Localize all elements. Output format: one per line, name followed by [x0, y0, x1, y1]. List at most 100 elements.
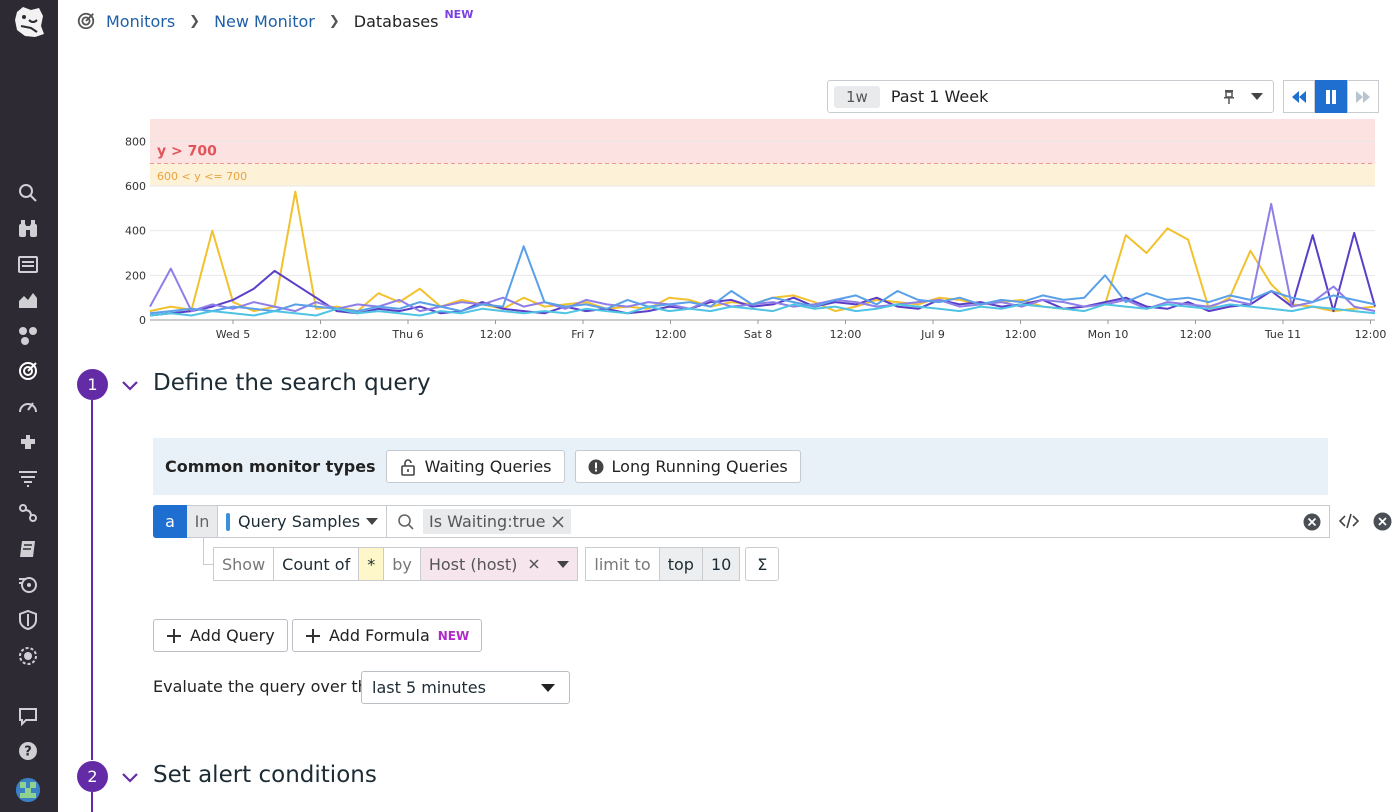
- long-running-queries-label: Long Running Queries: [611, 457, 788, 476]
- clear-icon[interactable]: [1303, 513, 1321, 531]
- help-icon[interactable]: ?: [17, 740, 39, 762]
- monitor-preview-chart: y > 700 600 < y <= 700 0 200 400 600 800 Wed 5 1…: [110, 115, 1400, 347]
- step-connector-line: [91, 792, 93, 812]
- plus-icon: [167, 628, 181, 643]
- fast-forward-icon: [1356, 90, 1370, 103]
- time-range-picker[interactable]: 1w Past 1 Week: [827, 80, 1274, 113]
- time-navigation: [1283, 80, 1379, 113]
- evaluation-window-value: last 5 minutes: [372, 678, 486, 697]
- search-icon[interactable]: [17, 182, 39, 204]
- breadcrumb-monitors-link[interactable]: Monitors: [106, 11, 176, 31]
- limit-value-input[interactable]: 10: [701, 547, 741, 581]
- step-connector-line: [91, 400, 93, 760]
- x-tick-label: Tue 11: [1264, 328, 1301, 341]
- chevron-down-icon[interactable]: [121, 376, 139, 394]
- chat-icon[interactable]: [17, 705, 39, 727]
- query-search-input[interactable]: Is Waiting:true: [387, 505, 1330, 538]
- query-source-select[interactable]: Query Samples: [217, 505, 387, 538]
- chevron-down-icon[interactable]: [557, 560, 570, 568]
- threshold-band: [150, 163, 1375, 186]
- y-tick-label: 200: [125, 269, 146, 282]
- dashboards-icon[interactable]: [17, 254, 39, 276]
- chevron-right-icon: ❯: [328, 13, 340, 29]
- pause-button[interactable]: [1315, 80, 1347, 113]
- y-tick-label: 400: [125, 225, 146, 238]
- x-tick-label: Fri 7: [571, 328, 595, 341]
- aggregation-connector: [203, 538, 204, 565]
- avatar[interactable]: [16, 778, 40, 802]
- x-tick-label: 12:00: [480, 328, 512, 341]
- show-label: Show: [213, 547, 275, 581]
- aggregation-function-select[interactable]: Count of: [273, 547, 360, 581]
- metrics-icon[interactable]: [17, 289, 39, 311]
- limit-order-select[interactable]: top: [658, 547, 703, 581]
- security-icon[interactable]: [17, 609, 39, 631]
- waiting-queries-button[interactable]: Waiting Queries: [385, 450, 565, 483]
- filter-tag-label: Is Waiting:true: [429, 512, 546, 531]
- query-letter[interactable]: a: [153, 505, 187, 538]
- remove-query-icon[interactable]: [1373, 512, 1392, 531]
- unlock-icon: [400, 458, 415, 476]
- filter-tag[interactable]: Is Waiting:true: [423, 509, 572, 534]
- pin-icon[interactable]: [1221, 89, 1237, 105]
- x-tick-label: 12:00: [830, 328, 862, 341]
- by-label: by: [383, 547, 421, 581]
- logs-icon[interactable]: [17, 467, 39, 489]
- notebooks-icon[interactable]: [17, 538, 39, 560]
- ux-monitoring-icon[interactable]: [17, 645, 39, 667]
- close-icon[interactable]: [527, 557, 541, 571]
- x-tick-label: 12:00: [1180, 328, 1212, 341]
- add-formula-button[interactable]: Add Formula NEW: [292, 619, 483, 652]
- source-color-bar: [226, 512, 230, 531]
- sigma-button[interactable]: Σ: [745, 547, 780, 581]
- step-1-number: 1: [77, 369, 108, 400]
- group-by-select[interactable]: Host (host): [419, 547, 579, 581]
- step-1-title[interactable]: Define the search query: [153, 370, 431, 396]
- network-icon[interactable]: [17, 502, 39, 524]
- add-query-label: Add Query: [190, 626, 275, 645]
- apm-icon[interactable]: [17, 396, 39, 418]
- synthetics-icon[interactable]: [17, 573, 39, 595]
- long-running-queries-button[interactable]: Long Running Queries: [574, 450, 801, 483]
- binoculars-icon[interactable]: [17, 218, 39, 240]
- query-source-value: Query Samples: [238, 512, 361, 531]
- fast-forward-button[interactable]: [1347, 80, 1379, 113]
- breadcrumb-current: Databases: [353, 11, 439, 31]
- x-tick-label: 12:00: [655, 328, 687, 341]
- monitors-icon[interactable]: [17, 360, 39, 382]
- threshold-label: y > 700: [157, 144, 217, 160]
- integrations-icon[interactable]: [17, 325, 39, 347]
- query-in-label: In: [187, 505, 217, 538]
- y-tick-label: 600: [125, 180, 146, 193]
- step-2-number: 2: [77, 761, 108, 792]
- evaluation-window-select[interactable]: last 5 minutes: [361, 671, 570, 704]
- chevron-right-icon: ❯: [189, 13, 201, 29]
- x-tick-label: 12:00: [1005, 328, 1037, 341]
- x-tick-label: Mon 10: [1088, 328, 1129, 341]
- infrastructure-icon[interactable]: [17, 431, 39, 453]
- rewind-button[interactable]: [1283, 80, 1315, 113]
- rewind-icon: [1292, 90, 1306, 103]
- series-line-1: [149, 190, 1376, 313]
- close-icon[interactable]: [551, 515, 565, 529]
- chevron-down-icon[interactable]: [1251, 93, 1263, 100]
- sigma-icon: Σ: [757, 554, 768, 574]
- breadcrumb-new-monitor-link[interactable]: New Monitor: [214, 11, 315, 31]
- time-range-label: Past 1 Week: [890, 87, 989, 106]
- breadcrumb: Monitors ❯ New Monitor ❯ Databases NEW: [76, 8, 473, 34]
- chevron-down-icon: [541, 683, 555, 692]
- chevron-down-icon[interactable]: [121, 768, 139, 786]
- step-2-title[interactable]: Set alert conditions: [153, 762, 377, 788]
- add-formula-label: Add Formula: [329, 626, 430, 645]
- code-icon[interactable]: [1339, 512, 1359, 530]
- common-monitor-types-label: Common monitor types: [165, 457, 376, 476]
- x-tick-label: 12:00: [1355, 328, 1387, 341]
- series-line-4: [149, 245, 1376, 315]
- datadog-logo[interactable]: [11, 4, 47, 40]
- aggregation-row: Show Count of * by Host (host) limit to …: [213, 547, 780, 581]
- time-range-chip: 1w: [834, 85, 880, 108]
- aggregation-field[interactable]: *: [358, 547, 385, 581]
- y-tick-label: 0: [139, 314, 146, 327]
- add-query-button[interactable]: Add Query: [153, 619, 288, 652]
- sidebar: ?: [0, 0, 58, 812]
